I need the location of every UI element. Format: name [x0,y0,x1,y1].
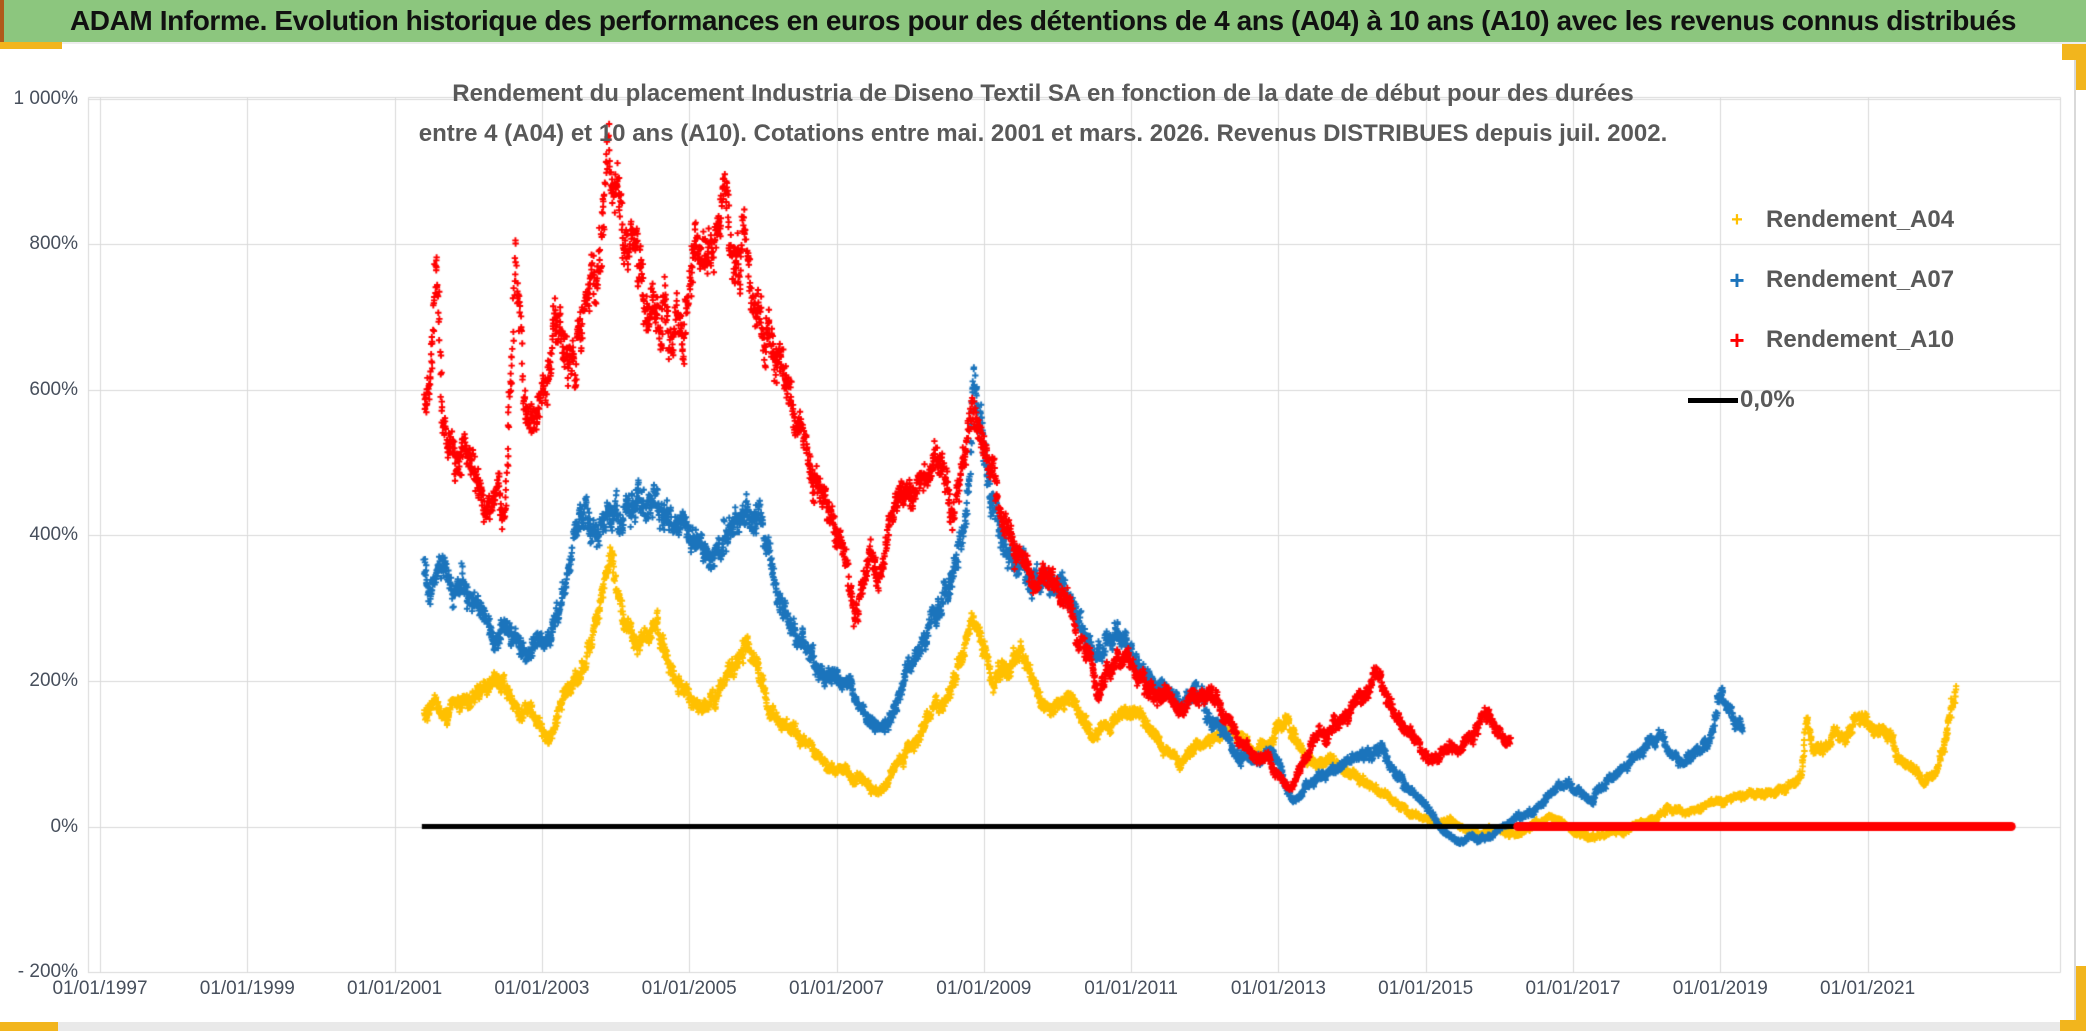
x-axis-tick-label: 01/01/2013 [1230,978,1326,999]
left-edge-accent [0,0,4,44]
y-axis-tick-label: 800% [29,233,78,255]
y-axis-tick-label: 1 000% [13,87,78,109]
y-axis-tick-label: 0% [50,815,78,837]
chart-title-line1: Rendement du placement Industria de Dise… [452,80,1634,107]
gold-corner-accent-top-left [0,42,62,49]
x-axis-tick-label: 01/01/2007 [788,978,885,999]
plus-marker-icon: + [1731,209,1743,231]
chart-title: Rendement du placement Industria de Dise… [0,74,2086,154]
y-axis-tick-label: 600% [29,378,78,400]
plus-marker-icon: + [1729,325,1745,355]
plus-marker-icon: + [1729,265,1745,295]
report-title: ADAM Informe. Evolution historique des p… [69,5,2017,36]
x-axis-tick-label: 01/01/2011 [1084,978,1178,999]
report-header-bar: ADAM Informe. Evolution historique des p… [0,0,2086,42]
header-underline [0,42,2086,44]
zero-line-swatch [1688,397,1738,403]
x-axis-tick-label: 01/01/2003 [494,978,590,999]
legend-label: 0,0% [1740,386,1795,413]
y-axis-tick-label: - 200% [17,961,78,983]
gold-corner-accent-bottom-right-v [2076,966,2086,1024]
x-axis-tick-label: 01/01/2019 [1672,978,1768,999]
legend-label: Rendement_A04 [1766,206,1955,233]
legend-label: Rendement_A10 [1766,326,1955,353]
gold-corner-accent-bottom-right [2060,1020,2086,1031]
legend-item-rendement-a07[interactable]: + Rendement_A07 [1714,250,1954,310]
x-axis-tick-label: 01/01/1999 [199,978,295,999]
x-axis-tick-label: 01/01/2001 [347,978,443,999]
chart-legend: + Rendement_A04 + Rendement_A07 + Rendem… [1688,190,1954,430]
legend-label: Rendement_A07 [1766,266,1955,293]
gold-corner-accent-bottom-left [0,1022,58,1031]
gold-corner-accent-top-right-v [2076,44,2086,90]
y-axis-tick-label: 200% [29,669,78,691]
y-axis-tick-label: 400% [29,524,78,546]
legend-item-rendement-a10[interactable]: + Rendement_A10 [1714,310,1954,370]
legend-item-rendement-a04[interactable]: + Rendement_A04 [1714,190,1954,250]
x-axis-tick-label: 01/01/2009 [936,978,1032,999]
x-axis-tick-label: 01/01/2021 [1820,978,1916,999]
x-axis-tick-label: 01/01/1997 [52,978,148,999]
chart-title-line2: entre 4 (A04) et 10 ans (A10). Cotations… [418,120,1668,147]
chart-object-right-border [2074,60,2076,1020]
x-axis-tick-label: 01/01/2017 [1525,978,1621,999]
x-axis-tick-label: 01/01/2005 [641,978,737,999]
legend-item-zero-line[interactable]: 0,0% [1688,370,1954,430]
x-axis-tick-label: 01/01/2015 [1378,978,1474,999]
bottom-strip [0,1022,2062,1031]
